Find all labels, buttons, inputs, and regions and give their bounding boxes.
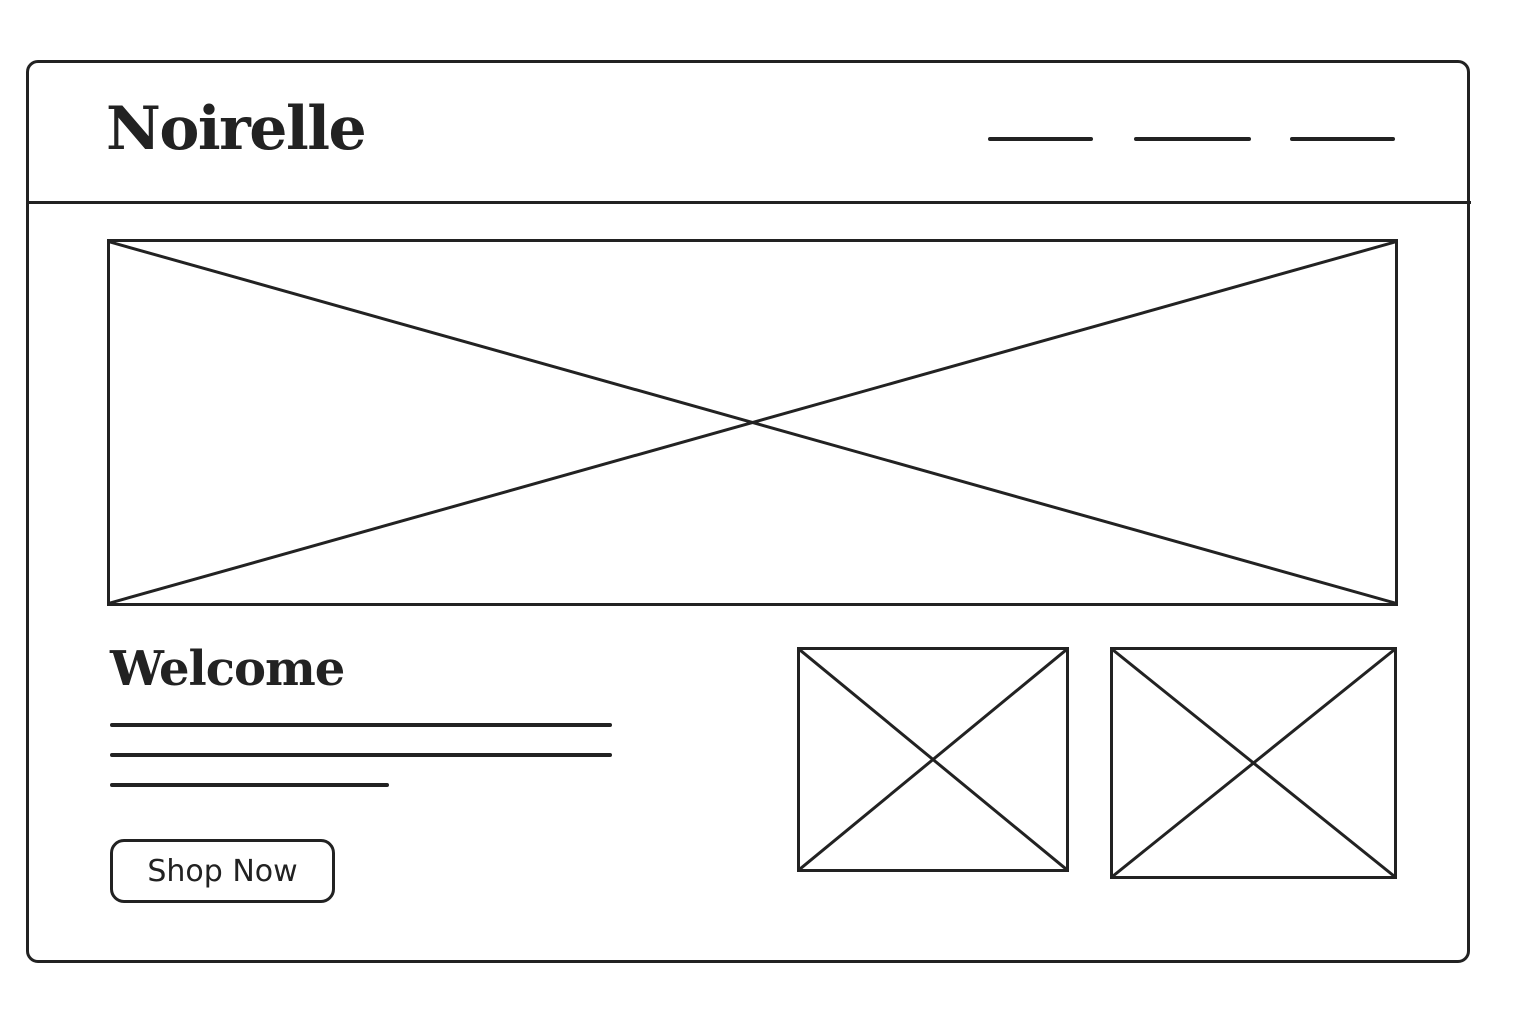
image-placeholder-icon [800,650,1066,869]
image-placeholder-icon [110,242,1395,603]
site-logo[interactable]: Noirelle [106,94,367,164]
body-text-line-2 [110,753,612,757]
product-image-placeholder-1[interactable] [797,647,1069,872]
browser-window-frame [26,60,1470,963]
header-divider [27,201,1471,204]
product-image-placeholder-2[interactable] [1110,647,1397,879]
body-text-line-3 [110,783,389,787]
nav-link-placeholder-2[interactable] [1134,137,1251,141]
shop-now-button[interactable]: Shop Now [110,839,335,903]
nav-link-placeholder-3[interactable] [1290,137,1395,141]
welcome-heading: Welcome [110,641,345,697]
image-placeholder-icon [1113,650,1394,876]
nav-link-placeholder-1[interactable] [988,137,1093,141]
hero-image-placeholder [107,239,1398,606]
body-text-line-1 [110,723,612,727]
